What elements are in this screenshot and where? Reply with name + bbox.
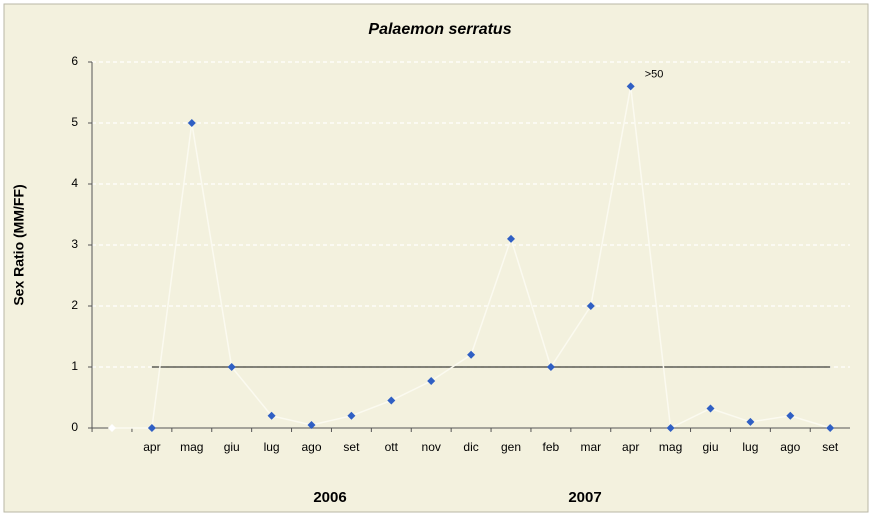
data-point — [467, 350, 476, 359]
data-point — [666, 424, 675, 432]
y-tick-label: 1 — [71, 359, 78, 373]
y-tick-label: 6 — [71, 54, 78, 68]
x-tick-label: giu — [702, 440, 718, 454]
data-point — [147, 424, 156, 432]
data-point — [347, 411, 356, 420]
data-point — [227, 363, 236, 371]
data-point — [746, 417, 755, 426]
x-tick-label: gen — [501, 440, 521, 454]
x-tick-label: dic — [463, 440, 478, 454]
x-tick-label: ott — [385, 440, 399, 454]
chart-title: Palaemon serratus — [368, 21, 511, 38]
data-point — [826, 424, 835, 432]
data-point — [187, 119, 196, 127]
data-point — [307, 420, 316, 429]
annotation: >50 — [645, 68, 664, 80]
data-point — [267, 411, 276, 420]
data-point — [387, 396, 396, 405]
y-tick-label: 0 — [71, 420, 78, 434]
x-tick-label: lug — [264, 440, 280, 454]
x-tick-label: mag — [180, 440, 203, 454]
data-point — [706, 404, 715, 413]
y-tick-label: 3 — [71, 237, 78, 251]
x-tick-label: ago — [780, 440, 800, 454]
group-label: 2006 — [313, 489, 346, 506]
x-tick-label: mag — [659, 440, 682, 454]
x-tick-label: set — [822, 440, 839, 454]
data-point — [427, 377, 436, 386]
x-tick-label: set — [343, 440, 360, 454]
group-label: 2007 — [568, 489, 601, 506]
x-tick-label: giu — [224, 440, 240, 454]
x-tick-label: apr — [143, 440, 160, 454]
x-tick-label: apr — [622, 440, 639, 454]
data-point — [626, 82, 635, 91]
y-tick-label: 5 — [71, 115, 78, 129]
y-tick-label: 4 — [71, 176, 78, 190]
data-point — [586, 302, 595, 310]
data-point — [546, 363, 555, 371]
x-tick-label: ago — [301, 440, 321, 454]
y-tick-label: 2 — [71, 298, 78, 312]
data-point — [108, 424, 116, 432]
data-point — [507, 234, 515, 243]
data-point — [786, 411, 795, 420]
chart-background — [3, 3, 869, 513]
x-tick-label: lug — [742, 440, 758, 454]
x-tick-label: nov — [422, 440, 441, 454]
x-tick-label: mar — [580, 440, 601, 454]
y-axis-label: Sex Ratio (MM/FF) — [11, 184, 27, 305]
x-tick-label: feb — [543, 440, 560, 454]
